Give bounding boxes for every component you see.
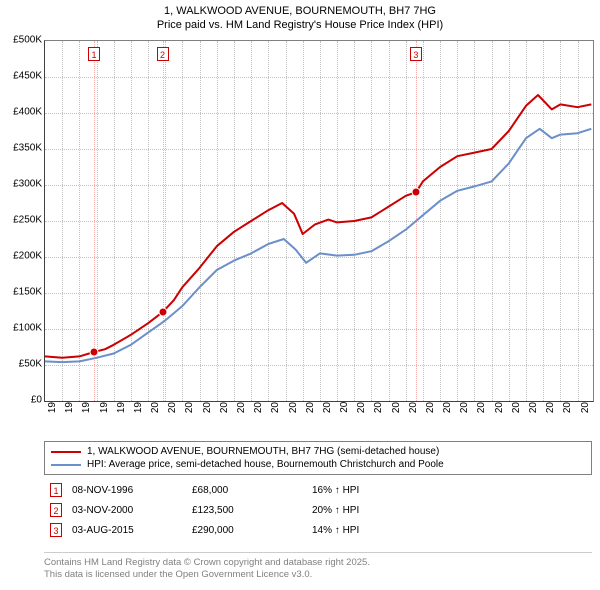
event-price: £68,000 (192, 485, 302, 496)
ytick-label: £250K (13, 215, 42, 226)
marker-dot (89, 348, 98, 357)
legend-label: 1, WALKWOOD AVENUE, BOURNEMOUTH, BH7 7HG… (87, 446, 439, 457)
legend-label: HPI: Average price, semi-detached house,… (87, 459, 444, 470)
event-date: 08-NOV-1996 (72, 485, 182, 496)
event-delta: 20% ↑ HPI (312, 505, 359, 516)
ytick-label: £300K (13, 179, 42, 190)
marker-box: 3 (410, 47, 422, 61)
title-block: 1, WALKWOOD AVENUE, BOURNEMOUTH, BH7 7HG… (0, 0, 600, 35)
series-lines (45, 41, 593, 401)
event-marker-box: 2 (50, 503, 62, 517)
ytick-label: £450K (13, 71, 42, 82)
ytick-label: £350K (13, 143, 42, 154)
footer-line1: Contains HM Land Registry data © Crown c… (44, 557, 592, 569)
event-row: 2 03-NOV-2000 £123,500 20% ↑ HPI (44, 500, 592, 520)
event-marker-box: 1 (50, 483, 62, 497)
legend-row: HPI: Average price, semi-detached house,… (51, 458, 585, 471)
footer: Contains HM Land Registry data © Crown c… (44, 552, 592, 582)
marker-dot (158, 308, 167, 317)
ytick-label: £200K (13, 251, 42, 262)
plot-area: 1 2 3 (44, 40, 594, 402)
legend: 1, WALKWOOD AVENUE, BOURNEMOUTH, BH7 7HG… (44, 441, 592, 475)
marker-box: 2 (157, 47, 169, 61)
event-price: £123,500 (192, 505, 302, 516)
event-row: 1 08-NOV-1996 £68,000 16% ↑ HPI (44, 480, 592, 500)
event-date: 03-NOV-2000 (72, 505, 182, 516)
event-date: 03-AUG-2015 (72, 525, 182, 536)
footer-line2: This data is licensed under the Open Gov… (44, 569, 592, 581)
legend-swatch (51, 451, 81, 453)
legend-row: 1, WALKWOOD AVENUE, BOURNEMOUTH, BH7 7HG… (51, 445, 585, 458)
series-price_paid (45, 95, 591, 358)
series-hpi (45, 129, 591, 362)
ytick-label: £0 (31, 395, 42, 406)
chart-container: 1, WALKWOOD AVENUE, BOURNEMOUTH, BH7 7HG… (0, 0, 600, 590)
event-marker-box: 3 (50, 523, 62, 537)
event-delta: 16% ↑ HPI (312, 485, 359, 496)
title-line1: 1, WALKWOOD AVENUE, BOURNEMOUTH, BH7 7HG (0, 4, 600, 18)
title-line2: Price paid vs. HM Land Registry's House … (0, 18, 600, 32)
ytick-label: £100K (13, 323, 42, 334)
event-delta: 14% ↑ HPI (312, 525, 359, 536)
events-table: 1 08-NOV-1996 £68,000 16% ↑ HPI 2 03-NOV-2000… (44, 480, 592, 540)
event-price: £290,000 (192, 525, 302, 536)
ytick-label: £50K (19, 359, 42, 370)
legend-swatch (51, 464, 81, 466)
marker-box: 1 (88, 47, 100, 61)
ytick-label: £400K (13, 107, 42, 118)
ytick-label: £500K (13, 35, 42, 46)
event-row: 3 03-AUG-2015 £290,000 14% ↑ HPI (44, 520, 592, 540)
marker-dot (411, 188, 420, 197)
ytick-label: £150K (13, 287, 42, 298)
